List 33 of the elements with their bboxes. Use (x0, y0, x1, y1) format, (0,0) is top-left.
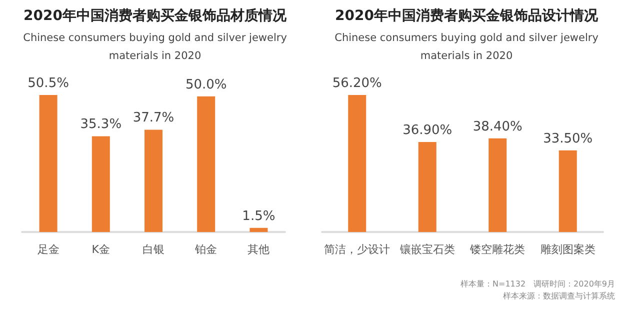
bar (39, 95, 58, 232)
bar (558, 150, 577, 232)
bar (348, 95, 366, 232)
x-tick-label: 雕刻图案类 (540, 243, 596, 256)
data-label: 33.50% (543, 131, 593, 146)
x-tick-label: 铂金 (194, 243, 218, 256)
x-tick-label: 其他 (248, 243, 270, 256)
data-label: 56.20% (332, 76, 382, 91)
x-tick-label: 白银 (142, 243, 164, 256)
data-label: 50.5% (28, 76, 69, 91)
chart-subtitle: Chinese consumers buying gold and silver jewelry materials in 2020 (23, 32, 287, 62)
bar (144, 130, 162, 232)
chart-title: 2020年中国消费者购买金银饰品设计情况 (335, 8, 599, 24)
x-tick-label: 足金 (37, 243, 60, 256)
bar (418, 142, 436, 232)
chart-title: 2020年中国消费者购买金银饰品材质情况 (24, 7, 288, 24)
data-label: 35.3% (80, 117, 122, 132)
x-tick-label: 镶嵌宝石类 (398, 243, 455, 256)
data-label: 1.5% (242, 208, 276, 224)
data-label: 37.7% (132, 110, 174, 126)
text: 样本来源：数据调查与计算系统 (503, 292, 615, 300)
bar (92, 136, 110, 232)
data-label: 50.0% (185, 77, 227, 92)
x-tick-label: K金 (92, 243, 110, 256)
x-tick-label: 简洁，少设计 (324, 243, 390, 256)
chart-subtitle: Chinese consumers buying gold and silver jewelry materials in 2020 (334, 32, 598, 62)
bar (197, 96, 216, 232)
bar (250, 228, 268, 232)
bar (488, 138, 507, 232)
text: 样本量：N=1132 调研时间：2020年9月 (460, 280, 615, 288)
x-tick-label: 镂空雕花类 (469, 243, 526, 256)
data-label: 36.90% (402, 123, 452, 138)
data-label: 38.40% (472, 119, 522, 134)
